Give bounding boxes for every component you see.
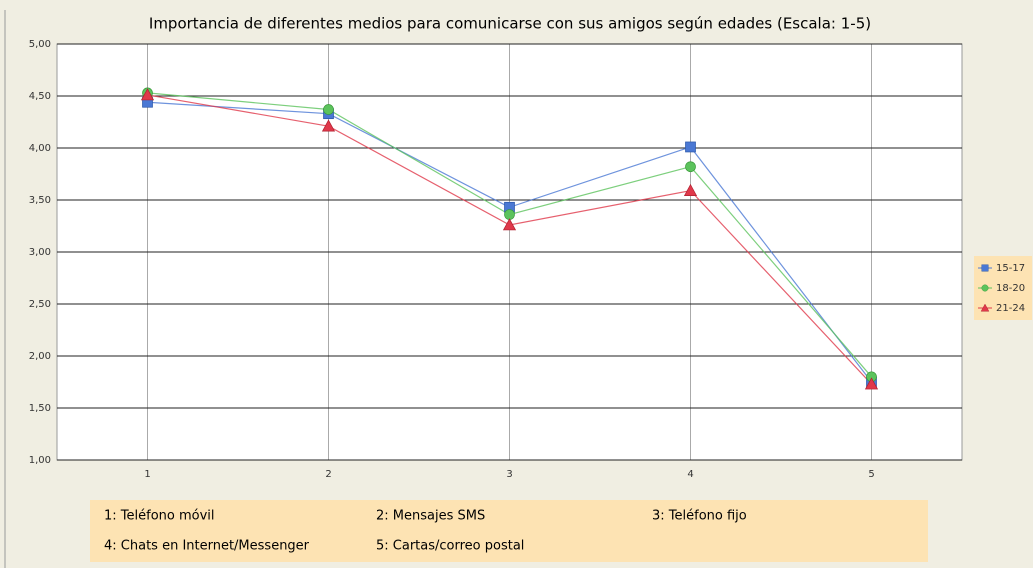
data-point: [504, 209, 515, 220]
data-point: [502, 218, 517, 231]
legend-label: 15-17: [996, 263, 1025, 274]
category-note: 3: Teléfono fijo: [652, 509, 747, 524]
y-tick-label: 2,00: [29, 351, 51, 362]
legend-label: 21-24: [996, 303, 1025, 314]
data-point: [685, 141, 696, 153]
x-tick-label: 4: [687, 469, 693, 480]
y-tick-label: 3,00: [29, 247, 51, 258]
x-tick-label: 2: [325, 469, 331, 480]
y-tick-label: 4,00: [29, 143, 51, 154]
legend-label: 18-20: [996, 283, 1025, 294]
x-tick-label: 5: [868, 469, 874, 480]
y-tick-label: 5,00: [29, 39, 51, 50]
chart-title: Importancia de diferentes medios para co…: [149, 15, 871, 33]
y-tick-label: 1,50: [29, 403, 51, 414]
legend-marker: [981, 284, 989, 292]
legend-marker: [980, 303, 990, 312]
data-point: [140, 88, 155, 101]
note-box: [90, 500, 928, 562]
x-tick-label: 3: [506, 469, 512, 480]
data-point: [323, 104, 334, 115]
data-point: [683, 183, 698, 196]
category-note: 1: Teléfono móvil: [104, 509, 215, 524]
data-point: [864, 377, 879, 390]
category-note: 2: Mensajes SMS: [376, 509, 485, 524]
category-note: 5: Cartas/correo postal: [376, 539, 524, 554]
x-tick-label: 1: [144, 469, 150, 480]
y-tick-label: 2,50: [29, 299, 51, 310]
y-tick-label: 4,50: [29, 91, 51, 102]
legend-marker: [981, 264, 989, 272]
y-tick-label: 3,50: [29, 195, 51, 206]
data-point: [321, 119, 336, 132]
y-tick-label: 1,00: [29, 455, 51, 466]
category-note: 4: Chats en Internet/Messenger: [104, 539, 310, 554]
data-point: [685, 161, 696, 173]
